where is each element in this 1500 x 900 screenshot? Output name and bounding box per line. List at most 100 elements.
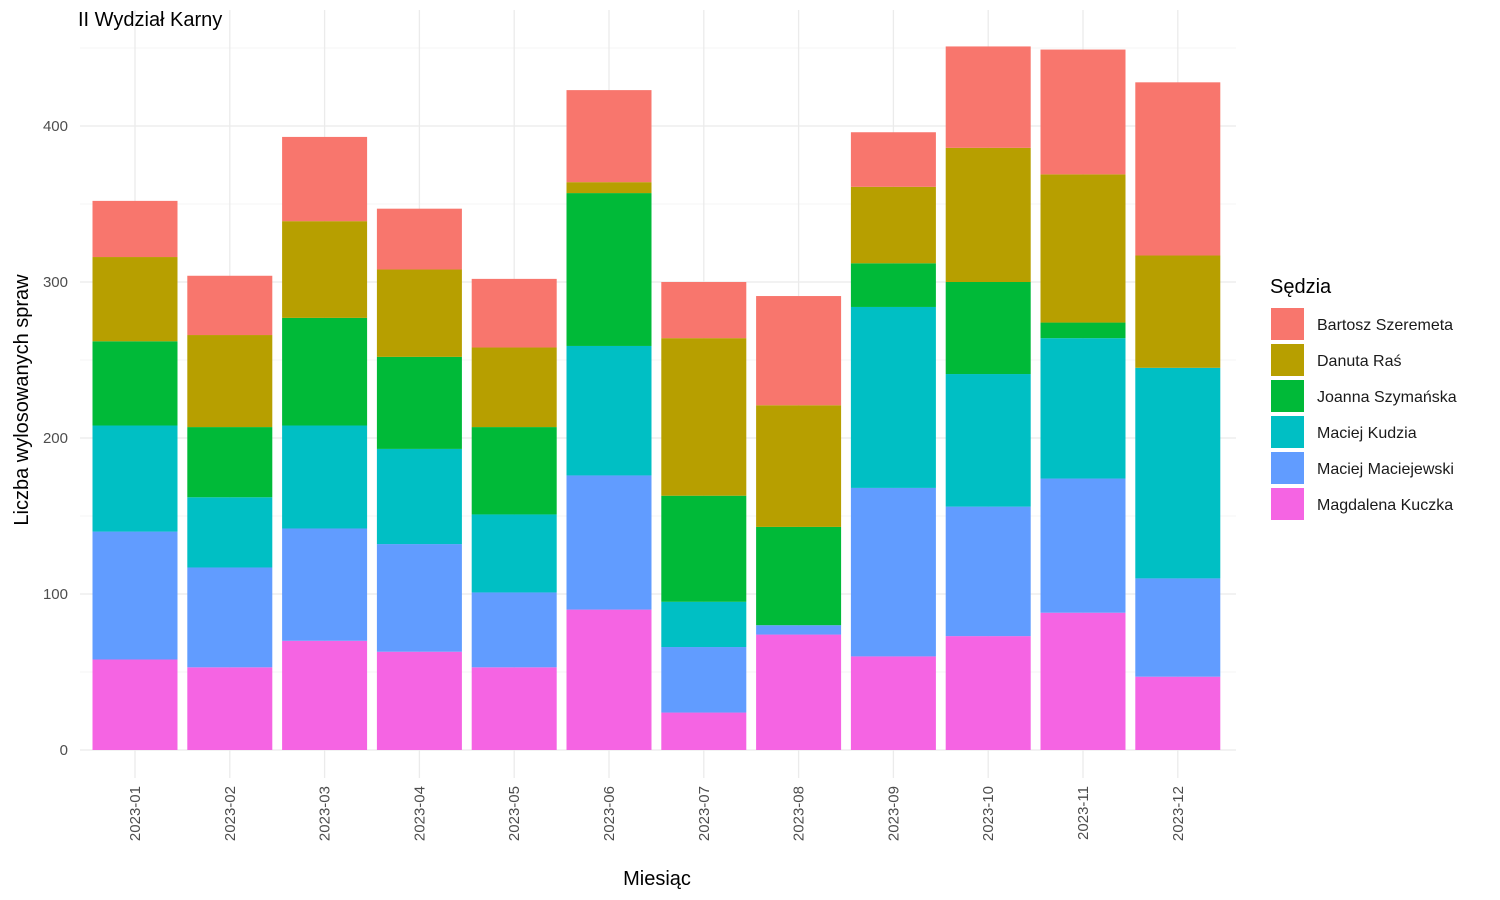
bar-segment — [92, 341, 178, 426]
bar-segment — [566, 345, 652, 476]
y-tick-label: 300 — [43, 274, 68, 291]
legend-label: Maciej Kudzia — [1317, 425, 1417, 442]
x-axis-ticks: 2023-01 2023-02 2023-03 2023-04 2023-05 2023-… — [127, 786, 1187, 841]
bar-segment — [945, 147, 1031, 282]
bar-segment — [661, 647, 747, 713]
bar-segment — [850, 656, 936, 750]
legend-key — [1271, 488, 1304, 520]
legend-label: Joanna Szymańska — [1317, 389, 1457, 406]
bar-segment — [187, 275, 273, 336]
bar-segment — [471, 667, 557, 750]
bar-segment — [376, 356, 462, 449]
bar-segment — [1135, 82, 1221, 256]
bar-segment — [187, 567, 273, 668]
bar-segment — [945, 374, 1031, 507]
bar-segment — [187, 427, 273, 498]
bar-segment — [661, 282, 747, 339]
bar-segment — [850, 263, 936, 307]
bar-segment — [1040, 322, 1126, 339]
bar-segment — [92, 425, 178, 532]
x-tick-label: 2023-02 — [222, 786, 239, 841]
x-tick-label: 2023-05 — [506, 786, 523, 841]
y-tick-label: 100 — [43, 586, 68, 603]
x-tick-label: 2023-01 — [127, 786, 144, 841]
x-tick-label: 2023-09 — [885, 786, 902, 841]
bar-segment — [471, 514, 557, 593]
bar-segment — [945, 636, 1031, 750]
bar-segment — [282, 640, 368, 750]
bar-segment — [471, 278, 557, 348]
bar-segment — [566, 609, 652, 750]
legend-key — [1271, 308, 1304, 340]
bar-segment — [376, 208, 462, 270]
x-tick-label: 2023-10 — [980, 786, 997, 841]
bar-segment — [471, 592, 557, 668]
bar-segment — [187, 667, 273, 750]
bar-segment — [661, 338, 747, 496]
x-tick-label: 2023-11 — [1075, 786, 1092, 840]
bar-segment — [945, 46, 1031, 148]
legend-label: Danuta Raś — [1317, 353, 1402, 370]
bar-segment — [1135, 367, 1221, 579]
x-tick-label: 2023-03 — [317, 786, 334, 841]
bar-segment — [661, 601, 747, 648]
bar-segment — [187, 497, 273, 568]
bar-segment — [566, 182, 652, 194]
bar-segment — [1135, 578, 1221, 677]
x-tick-label: 2023-06 — [601, 786, 618, 841]
bar-segment — [850, 132, 936, 187]
legend-key — [1271, 380, 1304, 412]
bar-segment — [566, 475, 652, 610]
bar-segment — [1040, 174, 1126, 323]
bar-segment — [661, 712, 747, 750]
bar-segment — [1040, 612, 1126, 750]
bar-segment — [282, 317, 368, 426]
bar-segment — [1040, 49, 1126, 175]
y-tick-label: 200 — [43, 430, 68, 447]
bar-segment — [92, 257, 178, 342]
bar-segment — [282, 528, 368, 641]
bar-segment — [756, 296, 842, 406]
bar-segment — [471, 347, 557, 428]
bar-segment — [92, 200, 178, 258]
bar-segment — [282, 136, 368, 222]
bar-segment — [756, 526, 842, 626]
legend-key — [1271, 416, 1304, 448]
legend: Sędzia Bartosz Szeremeta Danuta Raś Joanna… — [1270, 276, 1457, 520]
legend-key — [1271, 452, 1304, 484]
bar-segment — [282, 425, 368, 529]
bar-segment — [1040, 478, 1126, 613]
bar-segment — [376, 651, 462, 750]
bar-segment — [850, 186, 936, 264]
bar-segment — [661, 495, 747, 602]
x-axis-title: Miesiąc — [623, 868, 691, 890]
bar-segment — [376, 269, 462, 357]
bar-segment — [92, 659, 178, 750]
x-tick-label: 2023-12 — [1170, 786, 1187, 841]
legend-label: Maciej Maciejewski — [1317, 461, 1454, 478]
legend-label: Magdalena Kuczka — [1317, 497, 1453, 514]
bar-segment — [850, 306, 936, 488]
bars — [92, 46, 1221, 750]
bar-segment — [92, 531, 178, 660]
bar-segment — [850, 487, 936, 657]
bar-segment — [945, 506, 1031, 637]
bar-segment — [756, 405, 842, 527]
bar-segment — [945, 282, 1031, 375]
legend-label: Bartosz Szeremeta — [1317, 317, 1453, 334]
legend-title: Sędzia — [1270, 276, 1332, 298]
chart-title: II Wydział Karny — [78, 9, 222, 31]
x-tick-label: 2023-08 — [791, 786, 808, 841]
bar-segment — [376, 544, 462, 652]
bar-segment — [471, 427, 557, 515]
bar-segment — [376, 448, 462, 545]
y-axis-ticks: 0 100 200 300 400 — [43, 118, 68, 759]
x-tick-label: 2023-07 — [696, 786, 713, 841]
y-axis-title: Liczba wylosowanych spraw — [11, 274, 33, 526]
y-tick-label: 0 — [60, 742, 68, 759]
bar-segment — [1040, 338, 1126, 479]
x-tick-label: 2023-04 — [411, 786, 428, 841]
bar-segment — [282, 221, 368, 318]
legend-key — [1271, 344, 1304, 376]
